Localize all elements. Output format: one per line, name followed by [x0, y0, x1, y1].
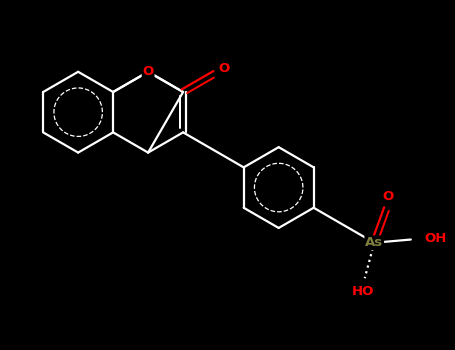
Text: O: O	[219, 62, 230, 75]
Text: O: O	[383, 190, 394, 203]
Text: HO: HO	[352, 285, 374, 298]
Text: OH: OH	[424, 232, 446, 245]
Text: O: O	[142, 65, 154, 78]
Text: As: As	[365, 236, 383, 249]
